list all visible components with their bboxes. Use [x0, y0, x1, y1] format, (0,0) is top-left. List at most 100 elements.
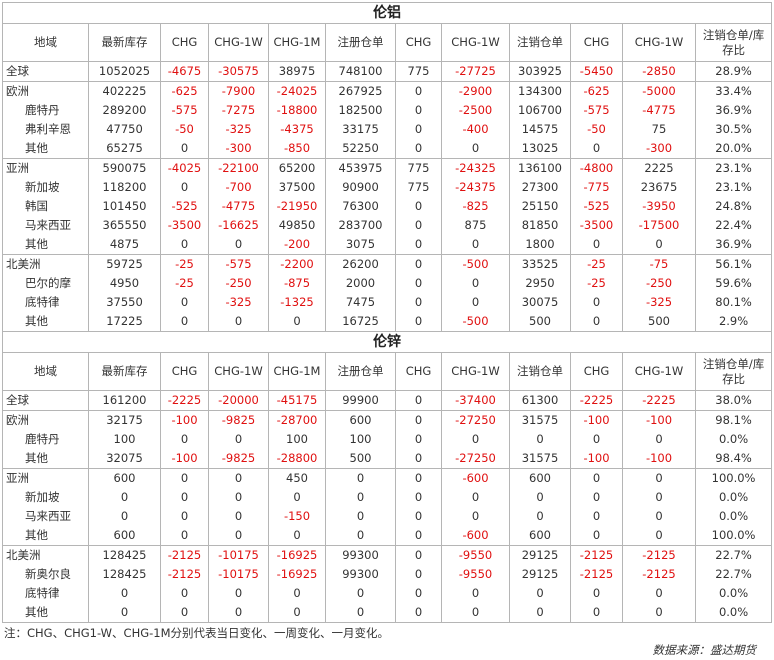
- table-cell: 0.0%: [694, 430, 773, 449]
- table-cell: 136100: [509, 158, 571, 178]
- table-cell: -100: [570, 410, 623, 430]
- column-header: CHG: [160, 23, 209, 62]
- table-cell: -2900: [441, 81, 510, 101]
- table-cell: -17500: [622, 216, 696, 235]
- location-row: 其他 600 0 0 0 0 0 -600 600 0 0 100.0%: [2, 526, 773, 546]
- table-cell: -25: [160, 274, 209, 293]
- table-cell: -575: [160, 101, 209, 120]
- table-cell: 101450: [88, 197, 161, 216]
- table-cell: 0: [395, 274, 442, 293]
- table-cell: 775: [395, 61, 442, 82]
- table-cell: -775: [570, 178, 623, 197]
- table-cell: 26200: [325, 254, 396, 274]
- table-cell: -30575: [208, 61, 269, 82]
- table-cell: 36.9%: [694, 101, 773, 120]
- location-row: 新奥尔良 128425 -2125 -10175 -16925 99300 0 -9550 29…: [2, 565, 773, 584]
- location-name: 其他: [2, 235, 89, 255]
- column-header: 最新库存: [88, 352, 161, 391]
- location-row: 其他 4875 0 0 -200 3075 0 0 1800 0 0 36.9%: [2, 235, 773, 255]
- table-cell: -27725: [441, 61, 510, 82]
- table-cell: 0: [441, 235, 510, 255]
- table-cell: -4375: [268, 120, 326, 139]
- table-cell: 37500: [268, 178, 326, 197]
- table-cell: 0: [570, 468, 623, 488]
- table-cell: 0: [208, 526, 269, 546]
- table-cell: 30.5%: [694, 120, 773, 139]
- table-cell: 0: [160, 488, 209, 507]
- table-cell: 52250: [325, 139, 396, 159]
- table-cell: 0: [570, 293, 623, 312]
- table-cell: 2950: [509, 274, 571, 293]
- table-cell: 0: [441, 293, 510, 312]
- table-cell: 0: [441, 430, 510, 449]
- table-cell: -3950: [622, 197, 696, 216]
- region-name: 亚洲: [2, 468, 89, 488]
- table-cell: 128425: [88, 545, 161, 565]
- table-cell: 37550: [88, 293, 161, 312]
- table-cell: 0: [208, 507, 269, 526]
- table-cell: 0: [509, 507, 571, 526]
- table-cell: -500: [441, 312, 510, 332]
- location-name: 马来西亚: [2, 216, 89, 235]
- region-name: 亚洲: [2, 158, 89, 178]
- table-cell: -16925: [268, 565, 326, 584]
- table-cell: -600: [441, 468, 510, 488]
- table-cell: 161200: [88, 390, 161, 411]
- table-cell: 33.4%: [694, 81, 773, 101]
- table-cell: 118200: [88, 178, 161, 197]
- column-header-row: 地域 最新库存 CHG CHG-1W CHG-1M 注册仓单 CHG CHG-1W 注销仓单 CH…: [2, 352, 773, 391]
- table-cell: 0: [395, 293, 442, 312]
- region-row: 欧洲 402225 -625 -7900 -24025 267925 0 -2900 13430…: [2, 81, 773, 101]
- table-cell: -850: [268, 139, 326, 159]
- column-header: 地域: [2, 352, 89, 391]
- table-cell: 29125: [509, 545, 571, 565]
- table-cell: 99300: [325, 565, 396, 584]
- table-cell: -4775: [622, 101, 696, 120]
- location-row: 新加坡 0 0 0 0 0 0 0 0 0 0 0.0%: [2, 488, 773, 507]
- table-cell: 0: [622, 507, 696, 526]
- table-cell: 128425: [88, 565, 161, 584]
- table-cell: -300: [622, 139, 696, 159]
- table-cell: -3500: [570, 216, 623, 235]
- table-cell: 0: [509, 603, 571, 623]
- table-cell: 0: [395, 312, 442, 332]
- column-header: CHG: [570, 23, 623, 62]
- table-cell: 0: [88, 507, 161, 526]
- table-cell: 0: [160, 603, 209, 623]
- table-cell: 0: [395, 507, 442, 526]
- table-cell: -25: [570, 254, 623, 274]
- table-cell: 0: [622, 526, 696, 546]
- table-cell: 100: [88, 430, 161, 449]
- region-row: 欧洲 32175 -100 -9825 -28700 600 0 -27250 31575 -10…: [2, 410, 773, 430]
- table-cell: 0: [570, 488, 623, 507]
- location-name: 弗利辛恩: [2, 120, 89, 139]
- table-cell: 0: [88, 603, 161, 623]
- table-cell: 98.4%: [694, 449, 773, 469]
- table-cell: 0: [160, 430, 209, 449]
- table-cell: -25: [570, 274, 623, 293]
- location-row: 底特律 37550 0 -325 -1325 7475 0 0 30075 0 -325 80.1%: [2, 293, 773, 312]
- table-cell: 29125: [509, 565, 571, 584]
- table-cell: -27250: [441, 449, 510, 469]
- table-cell: 182500: [325, 101, 396, 120]
- table-cell: -45175: [268, 390, 326, 411]
- region-name: 全球: [2, 61, 89, 82]
- table-cell: 24.8%: [694, 197, 773, 216]
- table-cell: 100.0%: [694, 468, 773, 488]
- table-cell: 2225: [622, 158, 696, 178]
- table-cell: 0: [395, 603, 442, 623]
- location-name: 其他: [2, 603, 89, 623]
- table-cell: 0: [509, 488, 571, 507]
- table-cell: 0: [395, 410, 442, 430]
- table-cell: 0: [441, 139, 510, 159]
- table-cell: -2500: [441, 101, 510, 120]
- table-cell: 0: [160, 235, 209, 255]
- table-cell: 500: [325, 449, 396, 469]
- table-cell: 0: [395, 197, 442, 216]
- table-cell: 0: [395, 235, 442, 255]
- location-row: 马来西亚 365550 -3500 -16625 49850 283700 0 875 8185…: [2, 216, 773, 235]
- table-cell: 100.0%: [694, 526, 773, 546]
- location-row: 韩国 101450 -525 -4775 -21950 76300 0 -825 25150 -5…: [2, 197, 773, 216]
- table-cell: -18800: [268, 101, 326, 120]
- table-cell: -2225: [622, 390, 696, 411]
